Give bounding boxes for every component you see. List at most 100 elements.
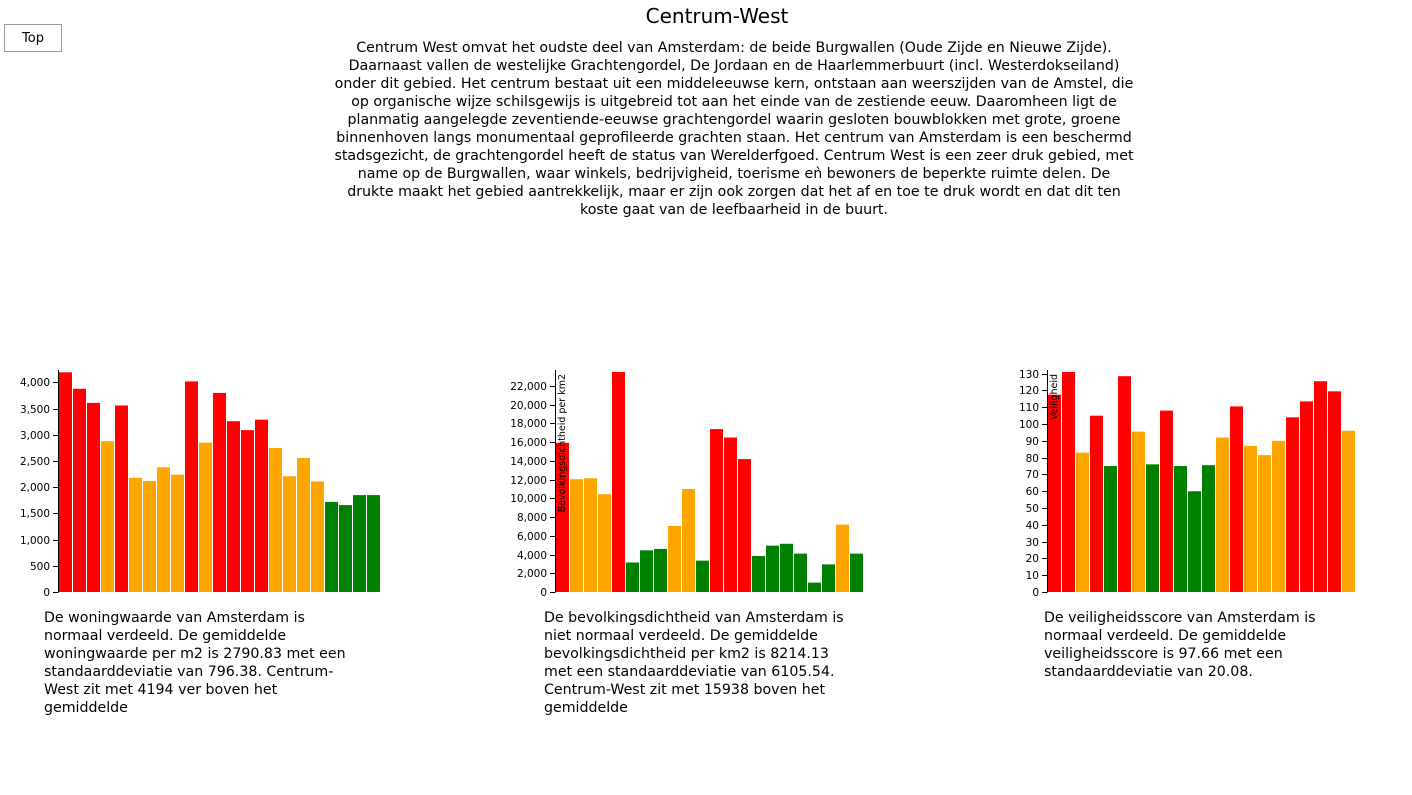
bar-1 [73,388,86,592]
y-tick-label: 2,000 [20,482,50,494]
bar-8 [668,526,681,592]
bar-15 [1258,455,1271,592]
bar-13 [738,459,751,592]
bar-10 [199,442,212,592]
bevolkingsdichtheid-chart: 0 2,000 4,000 6,000 8,000 10,000 12,000 14,000 1… [510,370,863,599]
bar-19 [325,501,338,592]
bar-3 [598,494,611,592]
bar-20 [1328,391,1341,592]
y-tick-label: 3,500 [20,404,50,416]
woningwaarde-chart: 0 500 1,000 1,500 2,000 2,500 3,000 3,500 4,000 [20,370,380,599]
bar-21 [850,553,863,592]
y-tick-label: 40 [1026,520,1039,532]
y-tick-label: 22,000 [510,381,547,393]
y-tick-label: 500 [30,561,50,573]
plot-area: 0 10 20 30 40 50 60 70 80 90 100 110 120 130 Veilighei… [1019,369,1355,599]
y-tick-label: 20 [1026,553,1039,565]
y-tick-label: 20,000 [510,400,547,412]
bar-20 [339,505,352,592]
bar-17 [1286,417,1299,592]
bar-12 [1216,437,1229,592]
bar-2 [584,478,597,592]
intro-text: Centrum West omvat het oudste deel van A… [334,40,1134,218]
y-axis-label: Veiligheid [1049,374,1060,420]
bar-10 [696,560,709,592]
page-title: Centrum-West [645,4,789,28]
y-tick-label: 30 [1026,537,1039,549]
bar-8 [1160,410,1173,592]
bar-7 [1146,464,1159,592]
caption-veiligheid: De veiligheidsscore van Amsterdam is nor… [1044,610,1316,680]
bar-0 [1048,394,1061,592]
bar-15 [766,545,779,592]
bar-3 [101,441,114,592]
caption-woningwaarde: De woningwaarde van Amsterdam is normaal… [44,610,346,716]
bar-7 [654,548,667,592]
bar-2 [1076,452,1089,592]
y-tick-label: 80 [1026,453,1039,465]
y-tick-label: 130 [1019,369,1039,381]
bar-22 [367,495,380,592]
bar-9 [185,381,198,592]
bar-21 [1342,430,1355,592]
bar-12 [724,437,737,592]
y-tick-label: 1,000 [20,535,50,547]
y-tick-label: 100 [1019,419,1039,431]
bar-13 [1230,406,1243,592]
veiligheid-chart: 0 10 20 30 40 50 60 70 80 90 100 110 120 130 Veilighei… [1019,369,1355,599]
bar-18 [311,481,324,592]
bar-14 [1244,445,1257,592]
y-axis-label: Bevolkingsdichtheid per km2 [557,374,568,512]
y-tick-label: 110 [1019,402,1039,414]
y-tick-label: 90 [1026,436,1039,448]
bar-2 [87,402,100,592]
y-tick-label: 10,000 [510,493,547,505]
bar-6 [640,550,653,592]
bar-14 [255,419,268,592]
y-tick-label: 8,000 [517,512,547,524]
y-tick-label: 2,500 [20,456,50,468]
top-button[interactable]: Top [4,24,62,52]
bar-0 [59,372,72,592]
bar-18 [808,582,821,592]
y-tick-label: 12,000 [510,475,547,487]
y-tick-label: 0 [43,587,50,599]
y-tick-label: 50 [1026,503,1039,515]
y-tick-label: 14,000 [510,456,547,468]
bar-5 [1118,376,1131,592]
y-tick-label: 4,000 [20,377,50,389]
y-tick-label: 16,000 [510,437,547,449]
bar-11 [710,429,723,592]
y-tick-label: 70 [1026,469,1039,481]
bar-5 [129,477,142,592]
bar-16 [780,543,793,592]
bar-11 [1202,465,1215,592]
bar-17 [297,457,310,592]
bar-19 [1314,381,1327,592]
y-tick-label: 60 [1026,486,1039,498]
bar-13 [241,430,254,592]
bar-15 [269,447,282,592]
bar-12 [227,421,240,592]
bar-16 [283,476,296,592]
bar-4 [612,372,625,592]
bar-20 [836,524,849,592]
y-tick-label: 6,000 [517,531,547,543]
bar-17 [794,553,807,592]
bar-9 [1174,466,1187,592]
y-tick-label: 3,000 [20,430,50,442]
bar-18 [1300,401,1313,592]
y-tick-label: 18,000 [510,418,547,430]
bar-6 [1132,431,1145,592]
y-tick-label: 120 [1019,385,1039,397]
y-tick-label: 4,000 [517,550,547,562]
bar-4 [115,405,128,592]
bar-1 [1062,372,1075,592]
bar-11 [213,392,226,592]
y-tick-label: 0 [1032,587,1039,599]
bar-3 [1090,415,1103,592]
caption-bevolkingsdichtheid: De bevolkingsdichtheid van Amsterdam is … [544,610,844,716]
bar-21 [353,495,366,592]
y-tick-label: 1,500 [20,508,50,520]
plot-area: 0 2,000 4,000 6,000 8,000 10,000 12,000 14,000 1… [510,370,863,599]
